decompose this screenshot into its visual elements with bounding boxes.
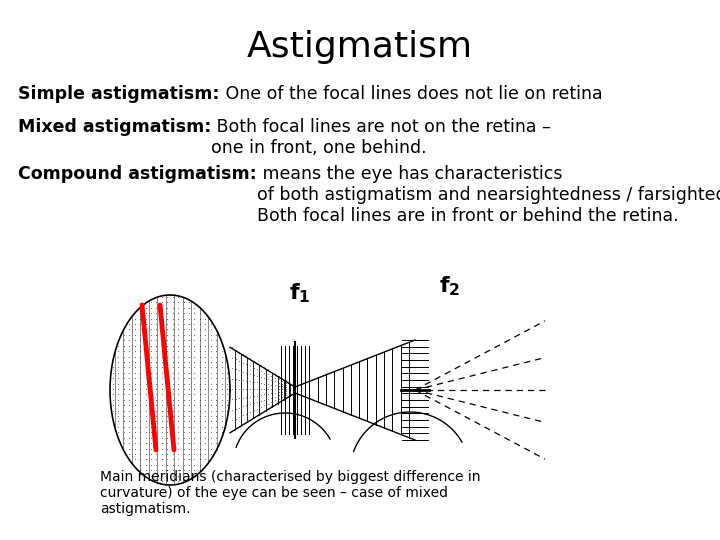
Text: Main meridians (characterised by biggest difference in
curvature) of the eye can: Main meridians (characterised by biggest… (100, 470, 480, 516)
Text: Simple astigmatism:: Simple astigmatism: (18, 85, 220, 103)
Text: Astigmatism: Astigmatism (247, 30, 473, 64)
Text: Mixed astigmatism:: Mixed astigmatism: (18, 118, 212, 136)
Text: $\mathbf{f_1}$: $\mathbf{f_1}$ (289, 281, 311, 305)
Text: Both focal lines are not on the retina –
one in front, one behind.: Both focal lines are not on the retina –… (212, 118, 551, 157)
Text: Compound astigmatism:: Compound astigmatism: (18, 165, 257, 183)
Text: One of the focal lines does not lie on retina: One of the focal lines does not lie on r… (220, 85, 602, 103)
Text: $\mathbf{f_2}$: $\mathbf{f_2}$ (439, 274, 461, 298)
Text: means the eye has characteristics
of both astigmatism and nearsightedness / fars: means the eye has characteristics of bot… (257, 165, 720, 225)
